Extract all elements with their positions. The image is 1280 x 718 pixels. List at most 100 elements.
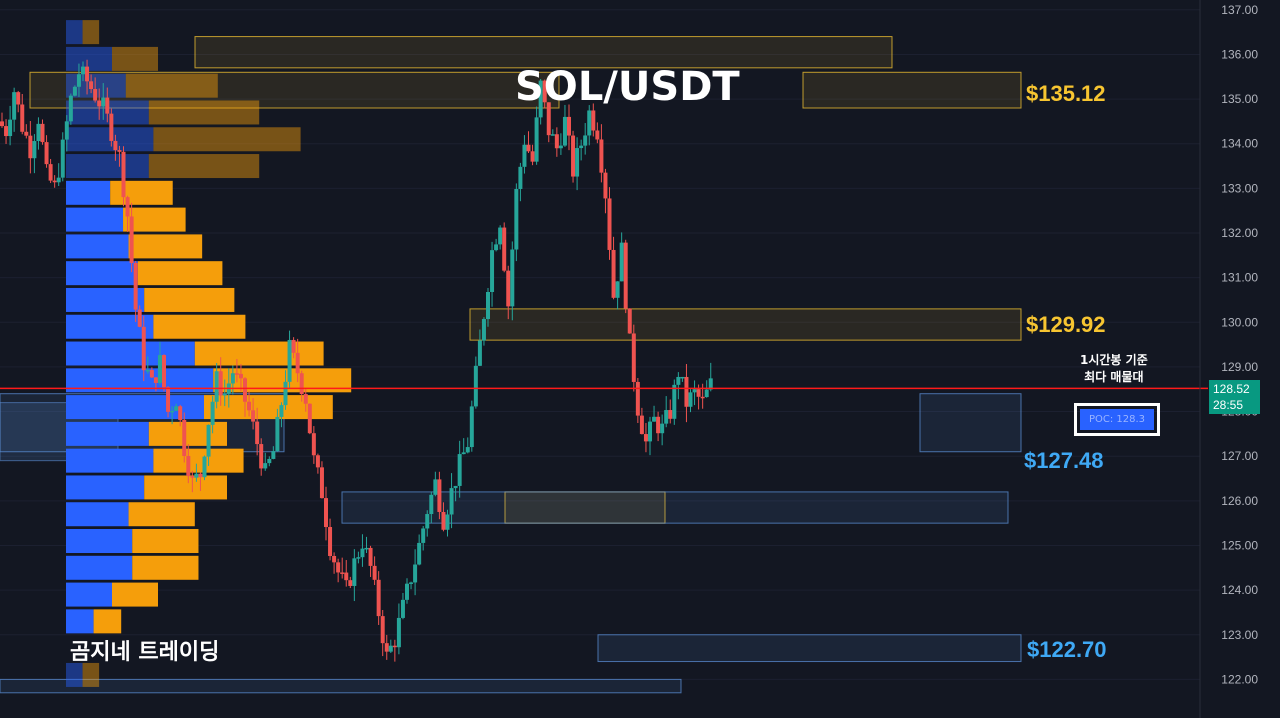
candle-body [93,89,98,101]
candle-body [222,393,227,396]
candle-body [178,406,183,420]
candle-body [611,249,616,298]
candle-body [473,365,478,407]
candle-body [336,562,341,573]
candle-body [113,140,118,151]
volume-bar-buy [66,287,145,312]
candle-body [202,456,207,478]
candle-body [490,250,495,292]
candle-body [692,389,697,393]
volume-bar-buy [66,475,145,500]
volume-bar-sell [148,154,260,179]
zone-resistance [29,71,560,109]
candle-body [0,121,4,127]
candle-body [441,511,446,530]
candle-body [700,396,705,399]
volume-bar-buy [66,20,83,45]
candle-body [615,281,620,298]
volume-bar-buy [66,234,129,259]
volume-bar-buy [66,261,138,286]
candle-body [635,381,640,416]
candle-body [40,123,45,143]
poc-badge: POC: 128.3 [1074,403,1160,436]
candle-body [652,416,657,422]
candle-body [315,455,320,468]
candle-body [145,370,150,372]
candle-body [218,371,223,396]
candle-body [453,485,458,489]
candle-body [283,381,288,406]
candle-body [550,134,555,136]
volume-bar-buy [66,154,149,179]
candle-body [324,498,328,528]
candle-body [340,572,345,574]
volume-bar-sell [144,475,227,500]
candle-body [639,415,644,435]
candle-body [579,145,584,149]
candle-body [421,528,426,543]
volume-bar-buy [66,529,133,554]
candle-body [307,403,312,434]
volume-bar-sell [128,502,195,527]
candle-body [214,371,219,402]
candle-body [461,452,466,455]
volume-bar-sell [128,234,203,259]
candle-body [101,97,106,107]
volume-bar-sell [204,395,333,420]
candle-body [409,582,414,584]
candle-body [672,384,677,419]
chart-title: SOL/USDT [515,64,740,110]
volume-bar-sell [93,609,122,634]
candle-body [668,410,673,419]
candle-body [392,645,397,648]
y-tick-label: 129.00 [1221,360,1258,374]
candle-body [344,572,349,581]
zone-resistance [504,491,666,524]
y-tick-label: 136.00 [1221,47,1258,61]
candle-body [457,454,462,486]
candle-body [194,473,199,478]
level-label-129: $129.92 [1026,312,1106,337]
y-tick-label: 126.00 [1221,494,1258,508]
candle-body [311,433,316,456]
candle-body [85,66,90,82]
candle-body [571,135,576,177]
y-tick-label: 122.00 [1221,672,1258,686]
candle-body [109,113,114,141]
volume-note: 1시간봉 기준 최다 매물대 [1080,352,1148,386]
candle-body [433,479,438,495]
candle-body [352,558,357,586]
volume-bar-sell [153,448,244,473]
level-label-122: $122.70 [1027,637,1107,662]
candle-body [656,416,661,434]
candle-body [291,339,296,353]
candle-body [36,123,41,142]
candle-body [48,164,53,181]
candle-body [449,488,454,515]
y-tick-label: 123.00 [1221,628,1258,642]
candle-body [267,458,272,464]
candle-body [210,401,215,425]
y-tick-label: 127.00 [1221,449,1258,463]
candle-body [445,514,450,530]
price-axis[interactable]: 137.00 136.00 135.00 134.00 133.00 132.00 131.… [1199,0,1258,718]
candle-body [627,308,632,334]
volume-bar-buy [66,662,83,687]
volume-bar-sell [132,529,199,554]
candle-body [238,373,243,379]
volume-bar-buy [66,582,112,607]
candle-body [4,126,9,137]
candle-body [72,86,77,96]
candle-body [64,121,69,140]
y-tick-label: 134.00 [1221,137,1258,151]
candle-body [24,131,29,136]
candle-body [153,377,158,383]
candle-body [599,139,604,173]
volume-bar-buy [66,421,149,446]
y-tick-label: 125.00 [1221,538,1258,552]
candle-body [562,116,567,146]
candle-body [558,145,563,149]
y-tick-label: 130.00 [1221,315,1258,329]
candle-body [469,406,474,448]
